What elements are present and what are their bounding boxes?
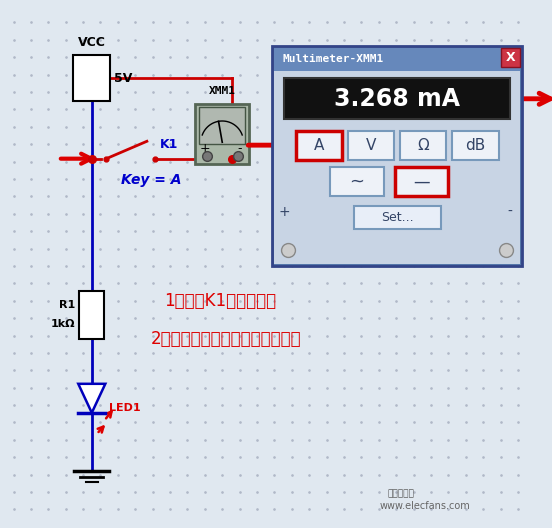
- Text: V: V: [366, 138, 376, 153]
- Text: 3.268 mA: 3.268 mA: [334, 87, 460, 111]
- Text: dB: dB: [465, 138, 486, 153]
- Text: VCC: VCC: [78, 36, 106, 50]
- Text: 5V: 5V: [114, 72, 132, 85]
- Text: Set...: Set...: [381, 211, 413, 224]
- Bar: [354, 206, 440, 229]
- Text: K1: K1: [160, 138, 178, 150]
- Text: -: -: [508, 205, 513, 219]
- Bar: [73, 55, 110, 101]
- Text: 1kΩ: 1kΩ: [51, 319, 76, 329]
- Text: XMM1: XMM1: [209, 86, 236, 96]
- Polygon shape: [78, 384, 105, 413]
- Bar: [395, 167, 448, 196]
- Text: —: —: [413, 173, 430, 191]
- Bar: [348, 130, 394, 159]
- Bar: [296, 130, 342, 159]
- Bar: [501, 48, 520, 67]
- Text: 1、开关K1必须打开。: 1、开关K1必须打开。: [164, 291, 277, 310]
- Text: X: X: [506, 51, 515, 64]
- Bar: [331, 167, 384, 196]
- Bar: [452, 130, 498, 159]
- Bar: [273, 45, 522, 266]
- Bar: [274, 71, 520, 264]
- Text: A: A: [314, 138, 324, 153]
- Text: +: +: [199, 142, 210, 155]
- Text: +: +: [278, 205, 290, 219]
- Text: 2、数字万用表选择直流电流档。: 2、数字万用表选择直流电流档。: [151, 331, 301, 348]
- Text: R1: R1: [59, 299, 76, 309]
- Bar: [195, 103, 250, 164]
- Text: ~: ~: [349, 173, 364, 191]
- Text: 电子发烧友: 电子发烧友: [388, 489, 415, 498]
- Bar: [199, 108, 246, 144]
- Text: LED1: LED1: [109, 403, 141, 413]
- Text: Key = A: Key = A: [121, 173, 181, 187]
- Text: www.elecfans.com: www.elecfans.com: [380, 501, 470, 511]
- Bar: [400, 130, 447, 159]
- Text: -: -: [237, 142, 242, 155]
- Bar: [284, 79, 510, 119]
- Text: Ω: Ω: [417, 138, 429, 153]
- Bar: [274, 48, 520, 71]
- Bar: [79, 291, 104, 340]
- Text: Multimeter-XMM1: Multimeter-XMM1: [282, 54, 384, 64]
